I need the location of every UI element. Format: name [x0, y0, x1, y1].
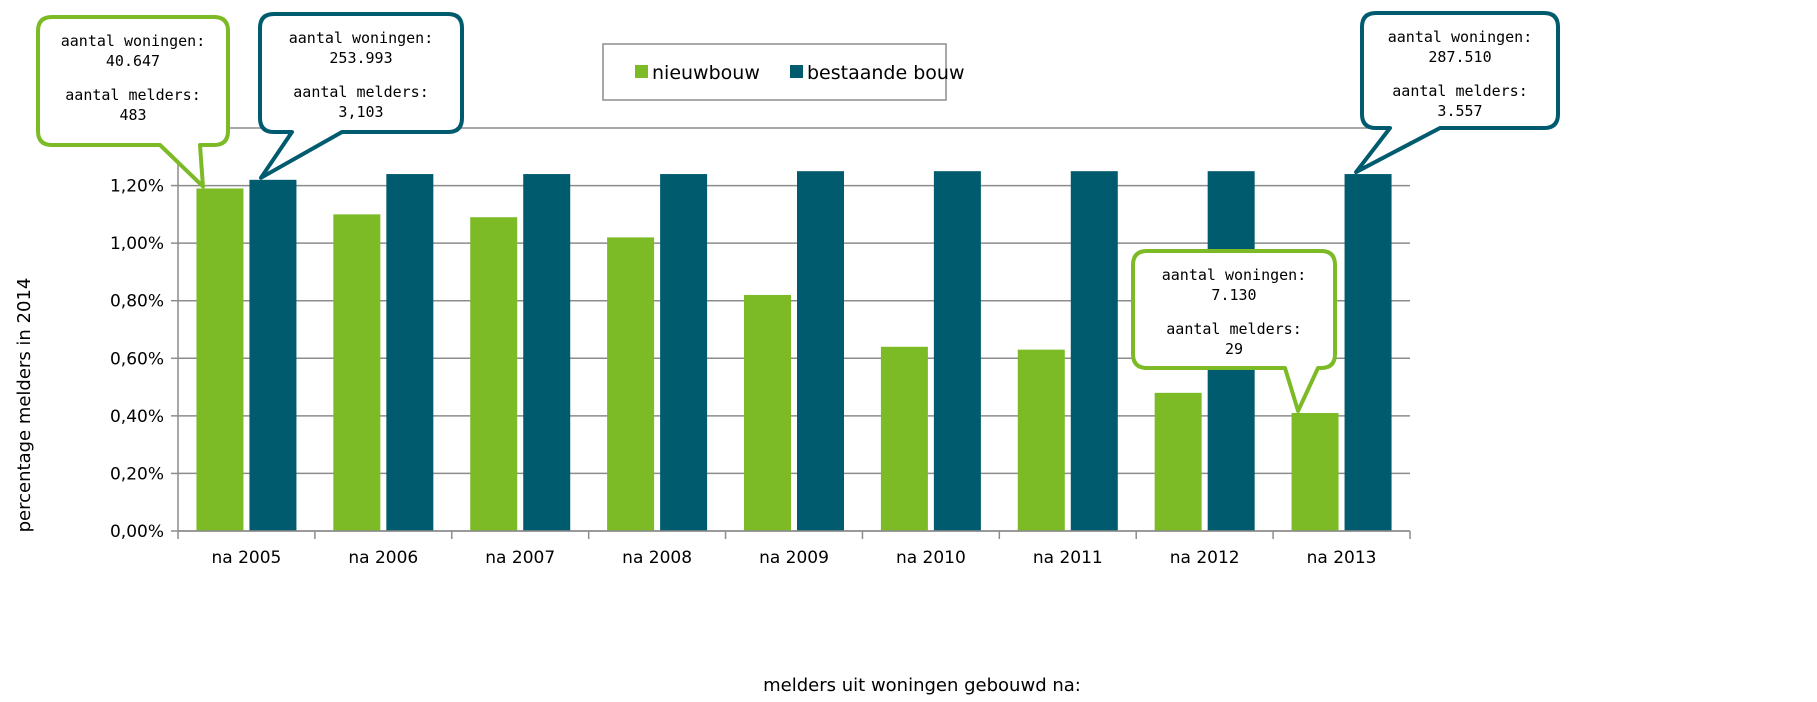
y-tick-label: 0,40% [110, 407, 164, 427]
x-axis-title: melders uit woningen gebouwd na: [763, 675, 1081, 696]
callout-text: aantal melders: [1166, 320, 1301, 338]
callout-text: 7.130 [1211, 286, 1256, 304]
bar-bestaande-bouw [660, 174, 708, 532]
y-axis-title: percentage melders in 2014 [14, 278, 35, 533]
x-tick-label: na 2011 [1033, 548, 1103, 568]
bar-nieuwbouw [470, 217, 518, 531]
bar-nieuwbouw [744, 294, 791, 531]
x-tick-label: na 2012 [1170, 548, 1240, 568]
callout-text: 253.993 [329, 49, 392, 67]
axes: 0,00% 0,20% 0,40% 0,60% 0,80% 1,00% 1,20% na 20… [110, 127, 1411, 568]
bar-bestaande-bouw [386, 174, 434, 532]
x-tick-label: na 2010 [896, 548, 966, 568]
x-tick-label: na 2005 [212, 548, 282, 568]
callout-text: aantal woningen: [61, 32, 206, 50]
bar-nieuwbouw [1017, 349, 1065, 531]
callouts: aantal woningen: 40.647 aantal melders: 483… [36, 11, 1560, 413]
gridlines [178, 127, 1410, 532]
callout-text: aantal woningen: [1388, 28, 1533, 46]
legend-box [602, 43, 947, 101]
x-tick-label: na 2013 [1307, 548, 1377, 568]
bar-nieuwbouw [333, 214, 381, 531]
bar-nieuwbouw [607, 237, 655, 531]
callout-text: 483 [119, 106, 146, 124]
bars [196, 171, 1392, 532]
y-tick-label: 0,80% [110, 292, 164, 312]
y-tick-label: 1,20% [110, 177, 164, 197]
bar-bestaande-bouw [523, 174, 571, 532]
y-tick-label: 0,00% [110, 522, 164, 542]
legend-swatch [790, 65, 803, 78]
bar-bestaande-bouw [933, 171, 981, 531]
bar-bestaande-bouw [1344, 174, 1392, 532]
x-tick-label: na 2006 [348, 548, 418, 568]
callout-text: 287.510 [1428, 48, 1491, 66]
y-tick-label: 0,60% [110, 349, 164, 369]
legend: nieuwbouw bestaande bouw [602, 43, 964, 101]
callout-text: aantal woningen: [289, 29, 434, 47]
x-tick-label: na 2008 [622, 548, 692, 568]
bar-bestaande-bouw [797, 171, 844, 531]
callout-text: aantal melders: [65, 86, 200, 104]
callout-text: aantal woningen: [1162, 266, 1307, 284]
bar-bestaande-bouw [1070, 171, 1118, 531]
x-tick-label: na 2009 [759, 548, 829, 568]
bar-nieuwbouw [880, 346, 928, 531]
callout-text: 29 [1225, 340, 1243, 358]
callout-text: aantal melders: [293, 83, 428, 101]
callout-bubble [1354, 11, 1560, 175]
y-tick-label: 1,00% [110, 234, 164, 254]
callout-text: 3.557 [1437, 102, 1482, 120]
callout-text: 3,103 [338, 103, 383, 121]
callout-bubble [1131, 249, 1337, 413]
legend-label: bestaande bouw [807, 62, 964, 84]
bar-nieuwbouw [1291, 412, 1339, 531]
bar-bestaande-bouw [249, 179, 297, 532]
bar-nieuwbouw [1154, 392, 1202, 531]
bar-nieuwbouw [196, 188, 244, 531]
callout-text: aantal melders: [1392, 82, 1527, 100]
legend-swatch [635, 65, 648, 78]
callout-text: 40.647 [106, 52, 160, 70]
callout-bubble [36, 15, 230, 189]
legend-label: nieuwbouw [652, 62, 760, 84]
callout-bubble [258, 12, 464, 180]
x-tick-label: na 2007 [485, 548, 555, 568]
y-tick-label: 0,20% [110, 464, 164, 484]
